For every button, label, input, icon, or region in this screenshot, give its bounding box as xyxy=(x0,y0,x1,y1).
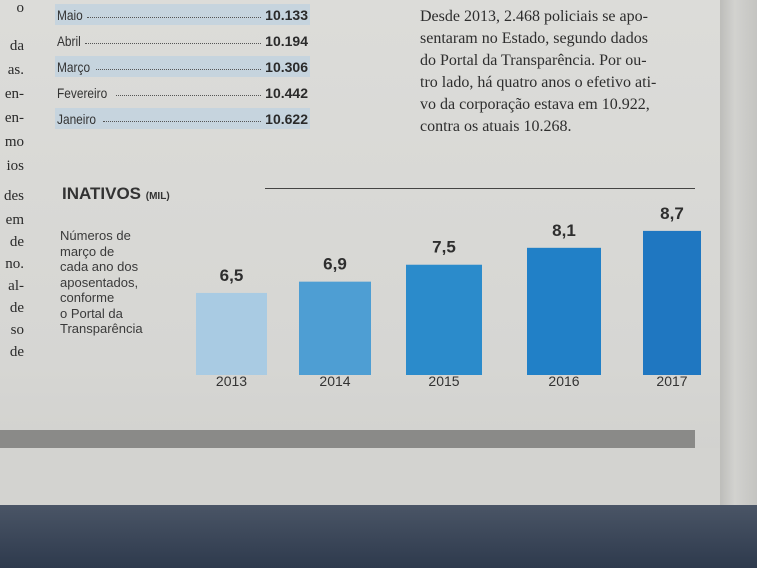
data-label: 6,5 xyxy=(220,266,244,285)
data-label: 8,1 xyxy=(552,221,576,240)
monthly-table: Maio 10.133 Abril 10.194 Março 10.306 Fevereir… xyxy=(55,4,310,134)
bar-2014 xyxy=(299,281,371,375)
data-label: 8,7 xyxy=(660,204,684,223)
column-fragment: en- xyxy=(4,86,24,102)
article-line: contra os atuais 10.268. xyxy=(420,118,572,135)
chart-note: Números de março de cada ano dos aposent… xyxy=(60,228,143,336)
article-line: vo da corporação estava em 10.922, xyxy=(420,96,650,113)
article-text: Desde 2013, 2.468 policiais se apo-senta… xyxy=(420,6,710,138)
gray-band xyxy=(0,430,695,448)
table-row: Janeiro 10.622 xyxy=(55,108,310,129)
chart-title: INATIVOS (MIL) xyxy=(62,184,170,204)
article-line: do Portal da Transparência. Por ou- xyxy=(420,52,647,69)
column-fragment: des xyxy=(4,188,24,204)
table-row: Abril 10.194 xyxy=(55,30,310,51)
leader-dots xyxy=(116,85,262,96)
x-tick-label: 2014 xyxy=(319,373,350,389)
x-tick-label: 2013 xyxy=(216,373,247,389)
article-line: tro lado, há quatro anos o efetivo ati- xyxy=(420,74,657,91)
article-line: Desde 2013, 2.468 policiais se apo- xyxy=(420,8,648,25)
month-label: Janeiro xyxy=(57,110,97,127)
month-value: 10.442 xyxy=(265,84,308,101)
column-fragment: as. xyxy=(7,62,24,78)
bar-2013 xyxy=(196,292,267,375)
page-lower xyxy=(0,448,720,508)
column-fragment: de xyxy=(9,234,24,250)
column-fragment: mo xyxy=(4,134,24,150)
data-label: 7,5 xyxy=(432,238,456,257)
bar-2015 xyxy=(406,264,482,375)
chart-title-text: INATIVOS xyxy=(62,184,142,203)
month-value: 10.194 xyxy=(265,32,308,49)
bar-2017 xyxy=(643,230,701,375)
table-row: Fevereiro 10.442 xyxy=(55,82,310,103)
month-label: Fevereiro xyxy=(57,84,108,101)
article-line: sentaram no Estado, segundo dados xyxy=(420,30,648,47)
page-edge xyxy=(720,0,757,520)
chart-rule xyxy=(265,188,695,189)
x-tick-label: 2015 xyxy=(428,373,459,389)
column-fragment: o xyxy=(16,0,25,16)
month-value: 10.133 xyxy=(265,6,308,23)
leader-dots xyxy=(87,7,262,18)
leader-dots xyxy=(102,111,262,122)
column-fragment: de xyxy=(9,344,24,360)
column-fragment: no. xyxy=(5,256,24,272)
chart-unit: (MIL) xyxy=(145,191,170,202)
table-row: Março 10.306 xyxy=(55,56,310,77)
month-value: 10.306 xyxy=(265,58,308,75)
column-fragment: so xyxy=(10,322,24,338)
leader-dots xyxy=(85,33,262,44)
x-tick-label: 2017 xyxy=(656,373,687,389)
table-row: Maio 10.133 xyxy=(55,4,310,25)
x-tick-label: 2016 xyxy=(548,373,579,389)
month-label: Março xyxy=(57,58,91,75)
column-fragment: de xyxy=(9,300,24,316)
data-label: 6,9 xyxy=(323,255,347,274)
bar-2016 xyxy=(527,247,601,375)
column-fragment: ios xyxy=(6,158,24,174)
month-label: Maio xyxy=(57,6,83,23)
column-fragment: al- xyxy=(8,278,24,294)
column-fragment: en- xyxy=(4,110,24,126)
background-cloth xyxy=(0,505,757,568)
month-label: Abril xyxy=(57,32,81,49)
column-fragment: da xyxy=(9,38,24,54)
column-fragment: em xyxy=(5,212,24,228)
month-value: 10.622 xyxy=(265,110,308,127)
leader-dots xyxy=(95,59,262,70)
